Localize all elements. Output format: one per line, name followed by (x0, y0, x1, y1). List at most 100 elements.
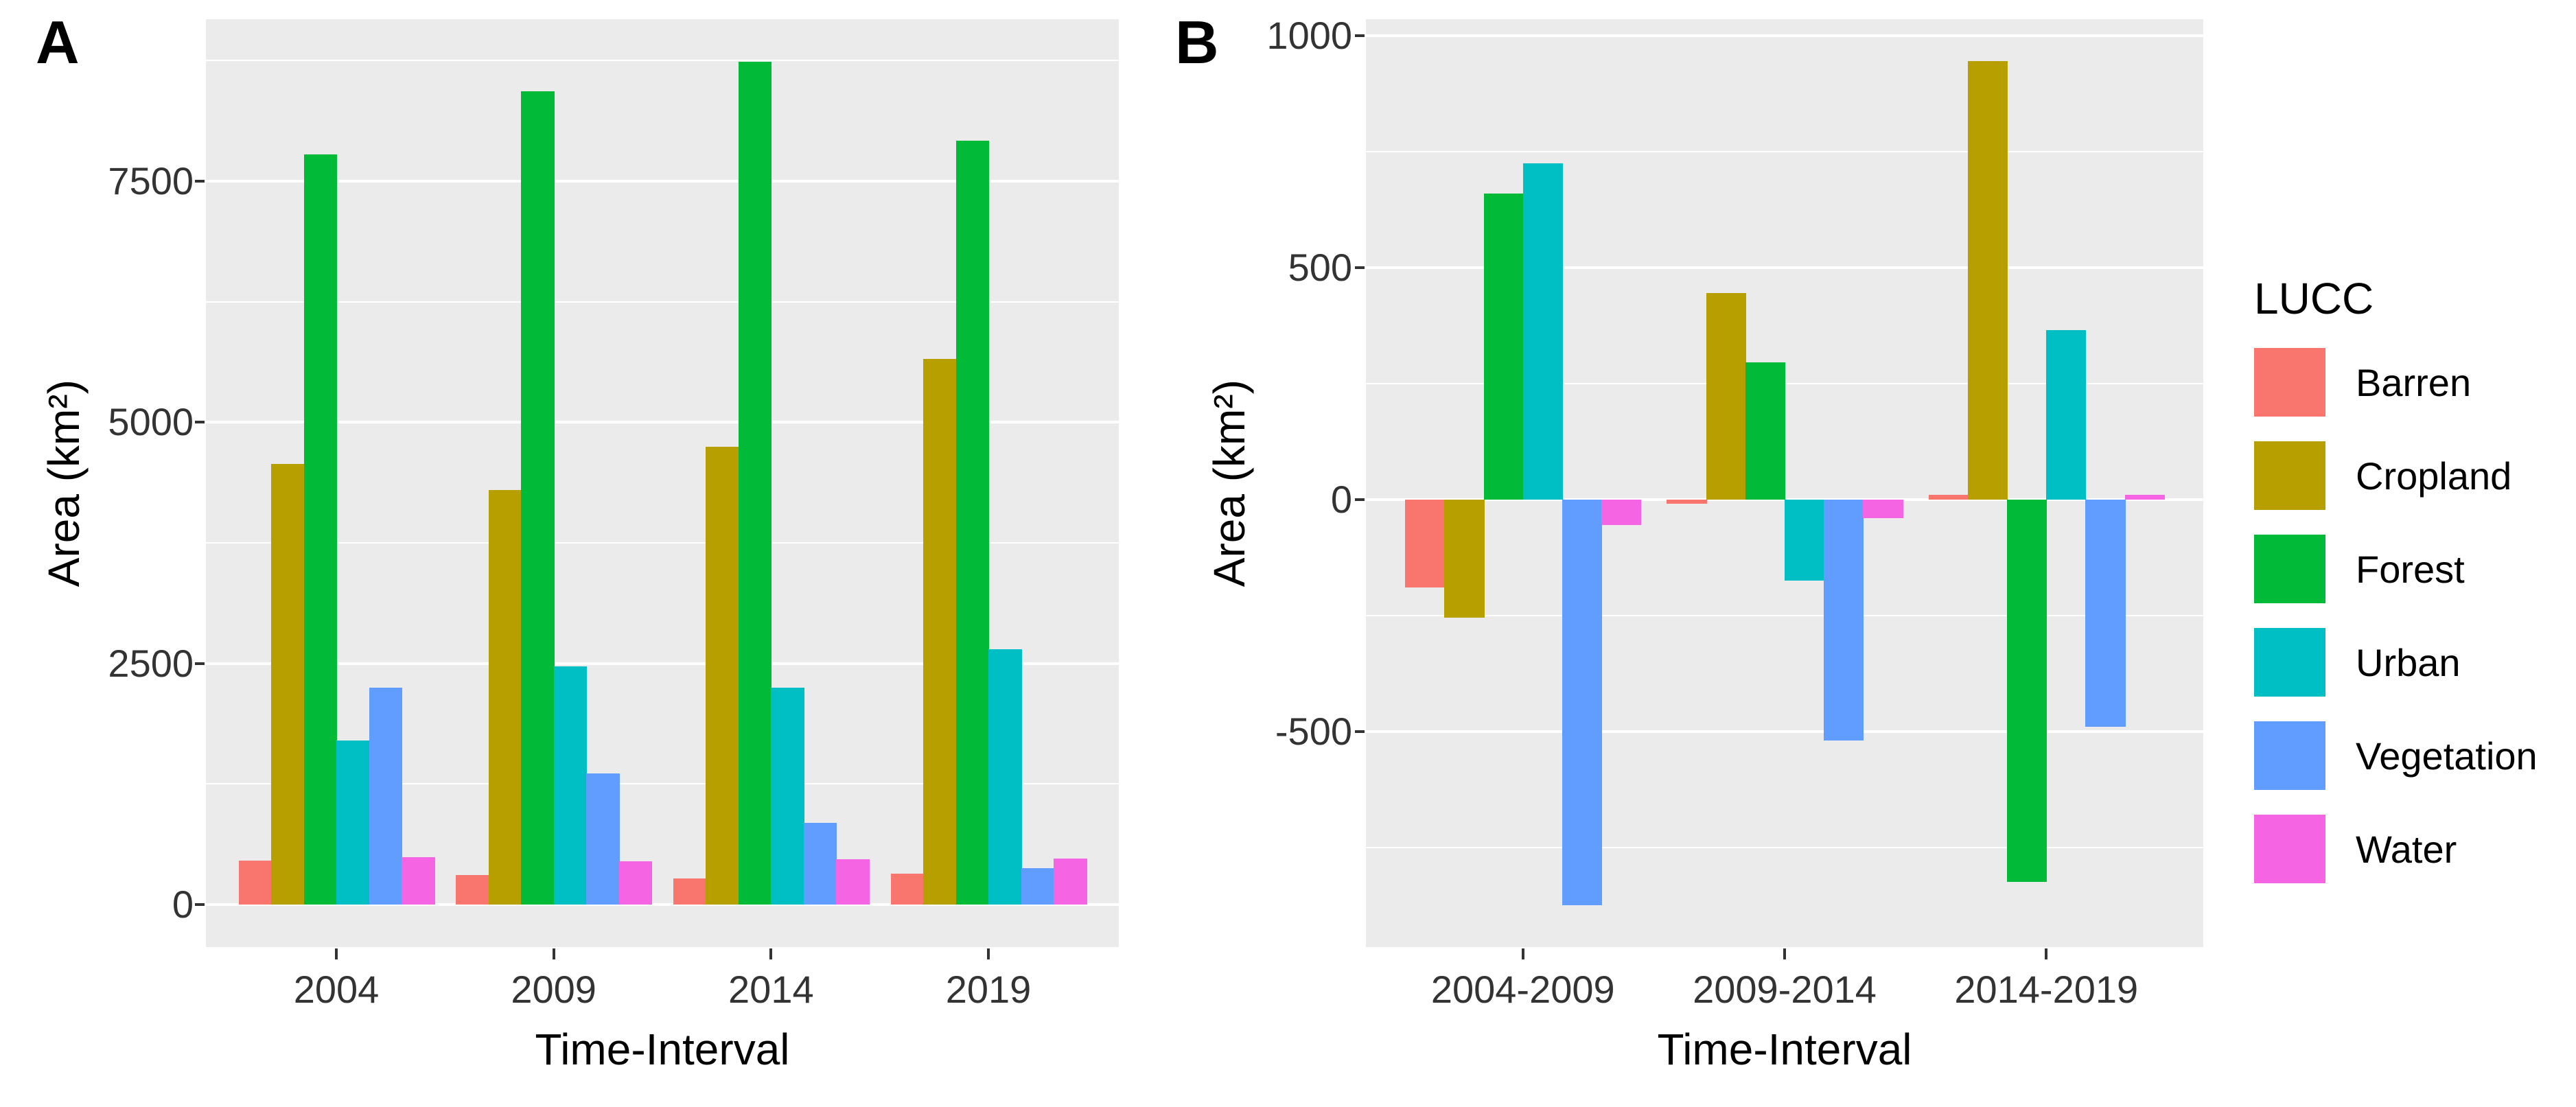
gridline-major-2500 (206, 662, 1119, 665)
y-tick-label-5000: 5000 (108, 400, 194, 444)
bar-forest-2014-2019 (2007, 499, 2047, 883)
bar-vegetation-2004 (369, 687, 402, 905)
bar-barren-2014 (673, 878, 707, 905)
gridline-minor-1250 (206, 783, 1119, 785)
bar-urban-2014 (771, 687, 804, 905)
bar-urban-2009-2014 (1785, 499, 1825, 581)
y-tick-mark-500 (1355, 266, 1365, 269)
y-tick-label-0: 0 (1330, 477, 1352, 521)
y-tick-mark-0 (1355, 498, 1365, 501)
vegetation-color-swatch (2254, 721, 2325, 790)
legend-label-urban: Urban (2356, 640, 2461, 684)
x-tick-mark-2009-2014 (1783, 948, 1786, 959)
bar-barren-2014-2019 (1928, 494, 1969, 500)
x-tick-mark-2009 (552, 948, 555, 959)
bar-barren-2004-2009 (1405, 499, 1446, 588)
forest-color-swatch (2254, 535, 2325, 603)
legend-item-water: Water (2254, 814, 2573, 884)
legend-item-urban: Urban (2254, 627, 2573, 697)
bar-barren-2009-2014 (1667, 499, 1707, 504)
bar-water-2004 (402, 857, 435, 905)
bar-vegetation-2004-2009 (1562, 499, 1603, 906)
panel-a-plot-area (206, 19, 1119, 947)
water-color-swatch (2254, 815, 2325, 883)
bar-forest-2019 (955, 141, 989, 905)
y-tick-mark-5000 (195, 421, 205, 424)
panel-b-y-axis-title: Area (km²) (1205, 19, 1254, 947)
gridline-minor--750 (1366, 846, 2203, 848)
bar-urban-2004-2009 (1522, 163, 1563, 500)
bar-water-2014 (836, 859, 870, 905)
y-tick-mark-7500 (195, 180, 205, 183)
y-tick-mark-0 (195, 903, 205, 907)
legend-label-barren: Barren (2356, 360, 2472, 404)
gridline-minor-6250 (206, 301, 1119, 303)
panel-a-y-axis-title-text: Area (km²) (39, 379, 89, 587)
y-tick-mark-2500 (195, 662, 205, 665)
bar-barren-2019 (890, 874, 924, 905)
gridline-major--500 (1366, 730, 2203, 733)
bar-barren-2009 (456, 874, 489, 905)
bar-forest-2004-2009 (1483, 193, 1524, 500)
bar-vegetation-2019 (1021, 867, 1054, 905)
panel-b-label: B (1175, 8, 1219, 76)
cropland-color-swatch (2254, 441, 2325, 510)
bar-vegetation-2014-2019 (2085, 499, 2126, 727)
panel-a-x-axis-title: Time-Interval (535, 1025, 790, 1074)
bar-cropland-2014-2019 (1967, 60, 2008, 500)
bar-urban-2004 (336, 741, 370, 905)
legend-item-forest: Forest (2254, 534, 2573, 604)
bar-vegetation-2014 (803, 822, 837, 905)
gridline-major-7500 (206, 180, 1119, 183)
gridline-major-1000 (1366, 34, 2203, 37)
bar-forest-2009 (521, 91, 555, 905)
bar-urban-2014-2019 (2046, 329, 2087, 500)
bar-cropland-2004-2009 (1444, 499, 1485, 618)
legend: LUCC Barren Cropland Forest Urban Vegetation… (2254, 273, 2573, 907)
bar-urban-2009 (553, 666, 588, 905)
legend-entries: Barren Cropland Forest Urban Vegetation Water (2254, 347, 2573, 884)
panel-a-label: A (36, 8, 80, 76)
x-tick-mark-2004 (335, 948, 338, 959)
legend-title: LUCC (2254, 274, 2374, 323)
bar-cropland-2009-2014 (1706, 292, 1746, 500)
legend-label-water: Water (2356, 827, 2457, 871)
x-tick-label-2014: 2014 (728, 968, 814, 1011)
bar-vegetation-2009-2014 (1824, 499, 1864, 741)
bar-water-2019 (1054, 858, 1087, 905)
x-tick-mark-2004-2009 (1521, 948, 1524, 959)
y-tick-label-500: 500 (1288, 245, 1352, 289)
legend-label-forest: Forest (2356, 547, 2465, 591)
gridline-minor-3750 (206, 542, 1119, 544)
x-tick-label-2004: 2004 (293, 968, 380, 1011)
y-tick-mark--500 (1355, 730, 1365, 733)
y-tick-label--500: -500 (1275, 709, 1352, 753)
legend-label-vegetation: Vegetation (2356, 734, 2538, 778)
bar-urban-2019 (988, 649, 1022, 905)
bar-water-2004-2009 (1601, 499, 1642, 525)
bar-vegetation-2009 (586, 773, 620, 905)
bar-cropland-2014 (706, 446, 739, 905)
legend-label-cropland: Cropland (2356, 454, 2512, 498)
barren-color-swatch (2254, 348, 2325, 417)
y-tick-label-1000: 1000 (1266, 13, 1352, 57)
bar-water-2009 (618, 861, 653, 905)
bar-cropland-2004 (271, 463, 305, 905)
x-tick-label-2019: 2019 (945, 968, 1032, 1011)
gridline-major-0 (206, 903, 1119, 907)
bar-forest-2009-2014 (1745, 362, 1785, 500)
bar-cropland-2019 (923, 358, 957, 905)
gridline-minor-8750 (206, 60, 1119, 62)
y-tick-label-7500: 7500 (108, 159, 194, 203)
x-tick-label-2014-2019: 2014-2019 (1954, 968, 2139, 1011)
y-tick-label-0: 0 (172, 883, 194, 927)
gridline-minor-750 (1366, 150, 2203, 152)
y-tick-label-2500: 2500 (108, 641, 194, 685)
bar-forest-2004 (303, 154, 337, 905)
gridline-minor--250 (1366, 614, 2203, 616)
x-tick-label-2009-2014: 2009-2014 (1693, 968, 1877, 1011)
gridline-major-500 (1366, 266, 2203, 269)
panel-b-x-axis-title: Time-Interval (1657, 1025, 1912, 1074)
x-tick-mark-2014 (769, 948, 773, 959)
